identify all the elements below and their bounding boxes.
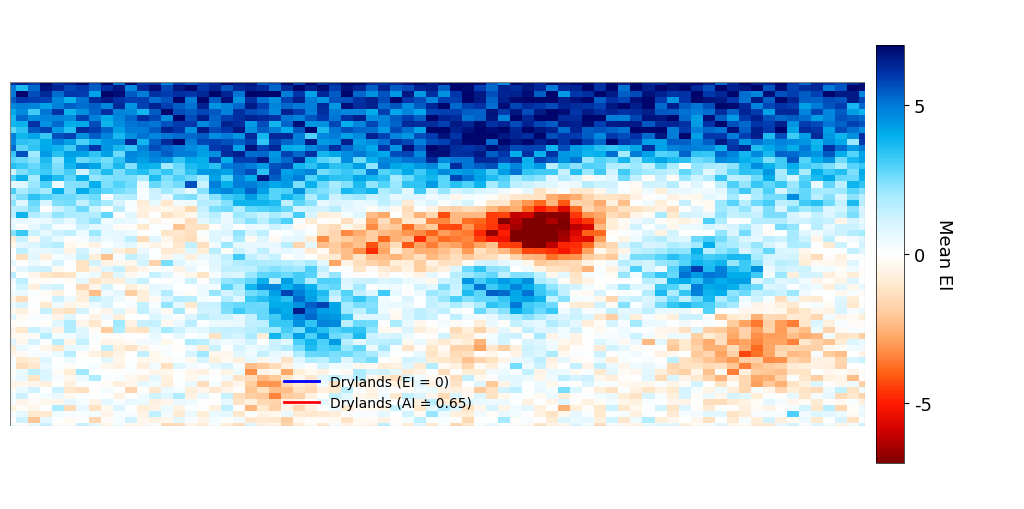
Y-axis label: Mean EI: Mean EI [935,219,952,290]
Legend: Drylands (EI = 0), Drylands (AI ≐ 0.65): Drylands (EI = 0), Drylands (AI ≐ 0.65) [279,370,477,416]
